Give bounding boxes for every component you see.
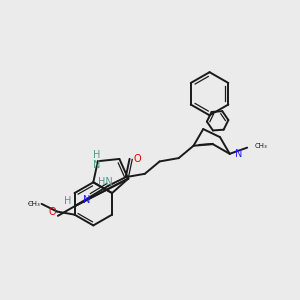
Text: CH₃: CH₃ xyxy=(27,201,40,207)
Text: O: O xyxy=(134,154,141,164)
Text: H: H xyxy=(64,196,71,206)
Text: HN: HN xyxy=(98,177,112,187)
Text: O: O xyxy=(49,207,56,217)
Text: methoxy: methoxy xyxy=(28,203,34,205)
Text: N: N xyxy=(83,196,91,206)
Text: CH₃: CH₃ xyxy=(255,143,268,149)
Text: N: N xyxy=(235,149,242,159)
Text: N: N xyxy=(93,160,100,170)
Text: H: H xyxy=(93,150,100,160)
